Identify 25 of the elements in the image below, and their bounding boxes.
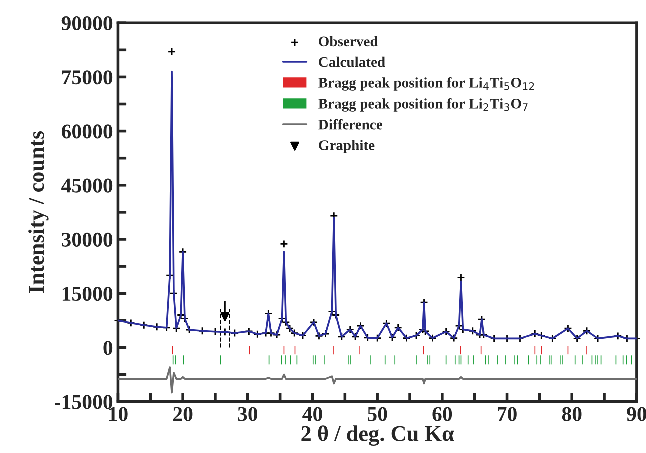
y-tick-label: 60000 [62,124,113,139]
y-tick-label: 15000 [62,286,113,302]
y-tick-label: 75000 [62,70,113,85]
legend-label: Bragg peak position for Li$_{4}$Ti$_{5}$O$_{12}$ [318,77,534,91]
legend-label: Graphite [319,140,375,154]
x-tick-label: 60 [432,407,452,422]
y-axis-title: Intensity / counts [28,132,49,294]
legend-label: Calculated [319,56,386,68]
x-tick-label: 70 [498,407,517,422]
y-tick-label: 90000 [62,16,113,31]
y-tick-label: 30000 [62,232,113,247]
x-axis-title: 2 θ / deg. Cu Kα [302,426,454,446]
y-tick-label: 45000 [62,178,113,193]
x-tick-label: 40 [302,407,322,422]
x-tick-label: 20 [174,407,193,422]
line-series [118,366,637,394]
y-tick-label: -15000 [55,395,113,410]
legend-label: Observed [319,36,378,47]
legend-label: Bragg peak position for Li$_{2}$Ti$_{3}$O$_{7}$ [318,98,528,112]
x-tick-label: 30 [238,407,258,422]
legend-label: Difference [318,119,382,130]
x-tick-label: 80 [562,407,582,422]
x-tick-label: 10 [109,407,128,422]
x-tick-label: 50 [368,407,388,422]
y-tick-label: 0 [104,341,113,356]
